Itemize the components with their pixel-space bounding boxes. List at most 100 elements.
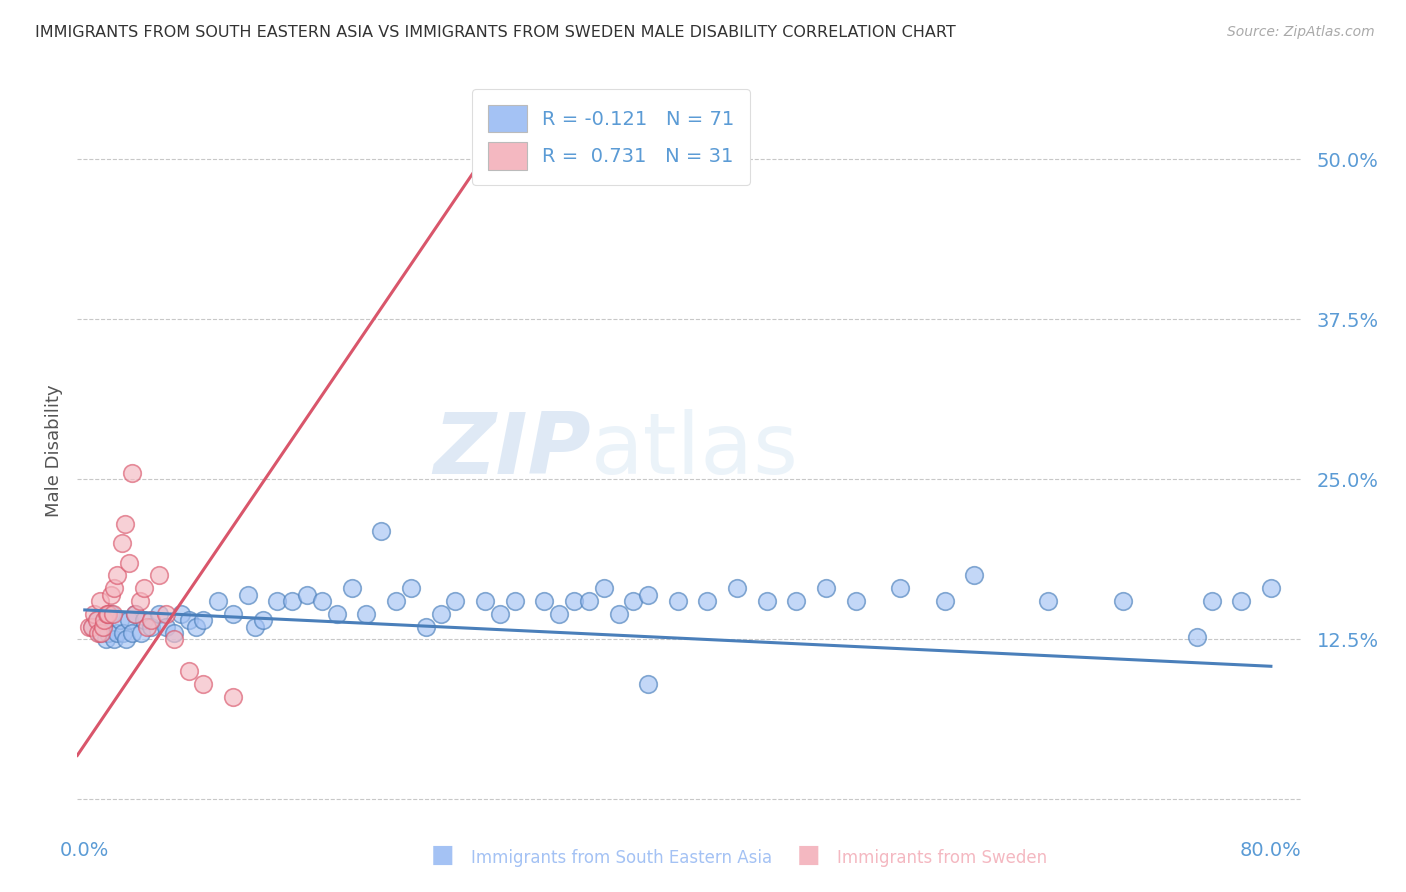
Point [177, 613, 200, 627]
Point [148, 607, 170, 621]
Point [83, 607, 105, 621]
Point [311, 594, 333, 608]
Point [86, 613, 108, 627]
Point [607, 607, 630, 621]
Point [934, 594, 956, 608]
Point [370, 524, 392, 538]
Point [222, 607, 245, 621]
Point [90, 626, 112, 640]
Point [1111, 594, 1133, 608]
Point [148, 568, 170, 582]
Text: ZIP: ZIP [433, 409, 591, 492]
Point [785, 594, 807, 608]
Point [89, 594, 111, 608]
Point [115, 632, 138, 647]
Point [562, 594, 585, 608]
Point [96, 607, 118, 621]
Point [489, 607, 512, 621]
Point [86, 613, 108, 627]
Point [193, 677, 215, 691]
Point [1185, 630, 1208, 644]
Point [118, 613, 141, 627]
Text: ■: ■ [797, 843, 820, 867]
Point [91, 619, 114, 633]
Point [415, 619, 437, 633]
Text: Immigrants from Sweden: Immigrants from Sweden [837, 849, 1046, 867]
Point [94, 632, 117, 647]
Point [193, 613, 215, 627]
Point [963, 568, 986, 582]
Point [340, 581, 363, 595]
Point [533, 594, 555, 608]
Point [124, 607, 146, 621]
Point [295, 588, 318, 602]
Text: IMMIGRANTS FROM SOUTH EASTERN ASIA VS IMMIGRANTS FROM SWEDEN MALE DISABILITY COR: IMMIGRANTS FROM SOUTH EASTERN ASIA VS IM… [35, 25, 956, 40]
Point [82, 619, 104, 633]
Point [637, 677, 659, 691]
Point [141, 613, 163, 627]
Point [696, 594, 718, 608]
Point [252, 613, 274, 627]
Point [177, 665, 200, 679]
Point [503, 594, 526, 608]
Point [815, 581, 838, 595]
Legend: R = -0.121   N = 71, R =  0.731   N = 31: R = -0.121 N = 71, R = 0.731 N = 31 [472, 89, 751, 186]
Point [489, 127, 512, 141]
Point [103, 581, 125, 595]
Point [89, 626, 111, 640]
Point [637, 588, 659, 602]
Point [111, 536, 134, 550]
Point [245, 619, 267, 633]
Point [578, 594, 600, 608]
Point [621, 594, 644, 608]
Point [97, 607, 120, 621]
Point [87, 626, 110, 640]
Point [132, 581, 155, 595]
Point [207, 594, 229, 608]
Point [385, 594, 408, 608]
Point [97, 626, 120, 640]
Point [155, 619, 177, 633]
Point [356, 607, 378, 621]
Point [889, 581, 911, 595]
Point [222, 690, 245, 704]
Point [105, 626, 128, 640]
Point [118, 556, 141, 570]
Text: ■: ■ [432, 843, 454, 867]
Point [105, 568, 128, 582]
Point [845, 594, 868, 608]
Point [236, 588, 259, 602]
Point [725, 581, 748, 595]
Point [82, 619, 104, 633]
Point [101, 607, 124, 621]
Point [444, 594, 467, 608]
Point [1201, 594, 1223, 608]
Point [93, 613, 115, 627]
Point [666, 594, 689, 608]
Point [429, 607, 451, 621]
Point [592, 581, 614, 595]
Point [163, 632, 186, 647]
Text: atlas: atlas [591, 409, 799, 492]
Point [548, 607, 571, 621]
Point [103, 632, 125, 647]
Point [136, 619, 159, 633]
Point [132, 613, 155, 627]
Point [77, 619, 100, 633]
Point [121, 466, 143, 480]
Point [124, 607, 146, 621]
Point [129, 626, 152, 640]
Point [1230, 594, 1253, 608]
Point [266, 594, 288, 608]
Point [474, 594, 496, 608]
Point [141, 619, 163, 633]
Point [128, 594, 150, 608]
Point [1038, 594, 1060, 608]
Point [326, 607, 349, 621]
Point [755, 594, 778, 608]
Point [121, 626, 143, 640]
Point [281, 594, 304, 608]
Point [399, 581, 422, 595]
Text: Source: ZipAtlas.com: Source: ZipAtlas.com [1227, 25, 1375, 39]
Point [91, 619, 114, 633]
